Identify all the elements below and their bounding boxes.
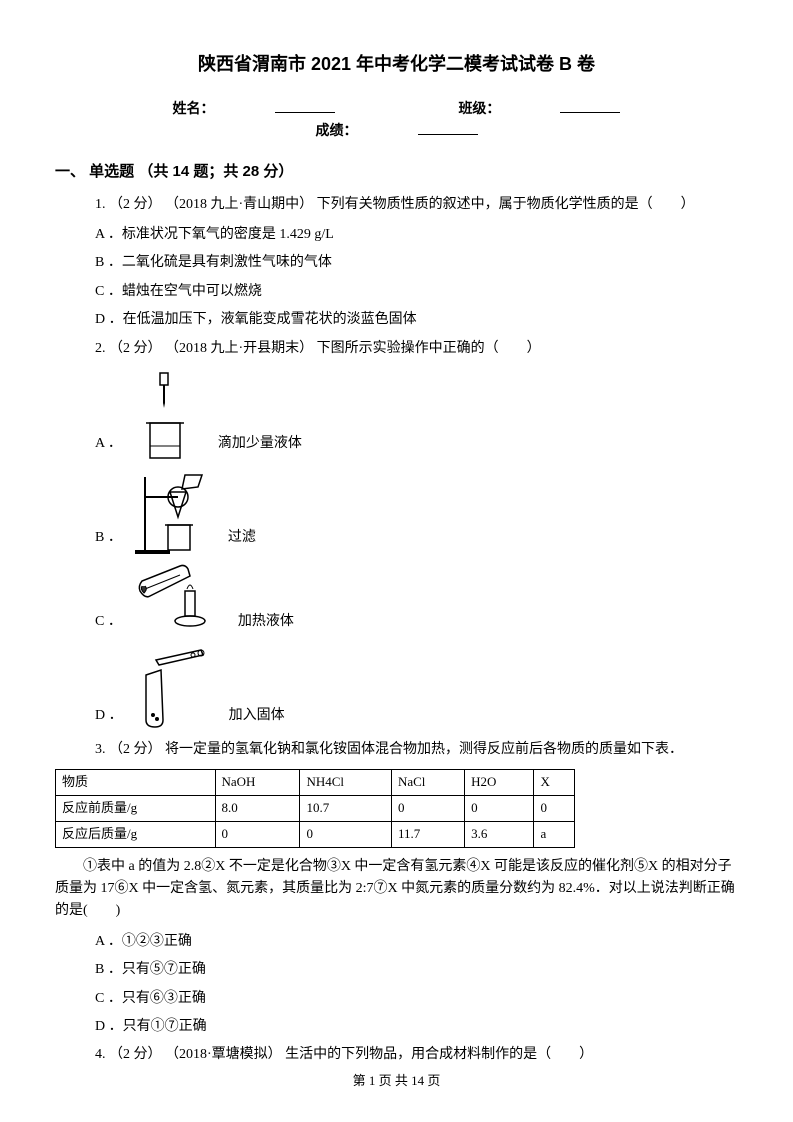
- q2b-label: B ．: [95, 527, 122, 557]
- q2-option-b: B ． 过滤: [95, 467, 738, 557]
- q2d-text: 加入固体: [229, 705, 285, 735]
- dropper-beaker-icon: [130, 368, 210, 463]
- table-row: 物质 NaOH NH4Cl NaCl H2O X: [56, 770, 575, 796]
- exam-title: 陕西省渭南市 2021 年中考化学二模考试试卷 B 卷: [55, 50, 738, 79]
- q2-option-d: D ． 加入固体: [95, 645, 738, 735]
- q3-table: 物质 NaOH NH4Cl NaCl H2O X 反应前质量/g 8.0 10.…: [55, 769, 575, 847]
- q3-option-a: A ．①②③正确: [95, 931, 738, 953]
- q3-para: ①表中 a 的值为 2.8②X 不一定是化合物③X 中一定含有氢元素④X 可能是…: [55, 856, 738, 923]
- q1-option-c: C ．蜡烛在空气中可以燃烧: [95, 281, 738, 303]
- table-row: 反应后质量/g 0 0 11.7 3.6 a: [56, 821, 575, 847]
- q3-option-b: B ．只有⑤⑦正确: [95, 959, 738, 981]
- section-1-header: 一、 单选题 （共 14 题；共 28 分）: [55, 160, 738, 184]
- q2-option-c: C ． 加热液体: [95, 561, 738, 641]
- filter-stand-icon: [130, 467, 220, 557]
- table-row: 反应前质量/g 8.0 10.7 0 0 0: [56, 796, 575, 822]
- q2c-label: C ．: [95, 611, 122, 641]
- solid-tube-icon: [131, 645, 221, 735]
- question-3-stem: 3. （2 分） 将一定量的氢氧化钠和氯化铵固体混合物加热，测得反应前后各物质的…: [55, 739, 738, 761]
- q3-option-c: C ．只有⑥③正确: [95, 988, 738, 1010]
- name-field: 姓名：: [143, 97, 365, 119]
- info-row: 姓名： 班级： 成绩：: [55, 97, 738, 142]
- q1-option-b: B ．二氧化硫是具有刺激性气味的气体: [95, 252, 738, 274]
- q2b-text: 过滤: [228, 527, 256, 557]
- page-footer: 第 1 页 共 14 页: [0, 1071, 793, 1092]
- q1-option-a: A ．标准状况下氧气的密度是 1.429 g/L: [95, 224, 738, 246]
- question-1-stem: 1. （2 分） （2018 九上·青山期中） 下列有关物质性质的叙述中，属于物…: [55, 194, 738, 216]
- question-2-stem: 2. （2 分） （2018 九上·开县期末） 下图所示实验操作中正确的（ ）: [55, 338, 738, 360]
- q2a-label: A ．: [95, 433, 122, 463]
- question-4-stem: 4. （2 分） （2018·覃塘模拟） 生活中的下列物品，用合成材料制作的是（…: [55, 1044, 738, 1066]
- heating-tube-icon: [130, 561, 230, 641]
- q1-option-d: D ．在低温加压下，液氧能变成雪花状的淡蓝色固体: [95, 309, 738, 331]
- q2a-text: 滴加少量液体: [218, 433, 302, 463]
- q2c-text: 加热液体: [238, 611, 294, 641]
- class-field: 班级：: [428, 97, 650, 119]
- score-field: 成绩：: [286, 119, 508, 141]
- q2-option-a: A ． 滴加少量液体: [95, 368, 738, 463]
- q2d-label: D ．: [95, 705, 123, 735]
- q3-option-d: D ．只有①⑦正确: [95, 1016, 738, 1038]
